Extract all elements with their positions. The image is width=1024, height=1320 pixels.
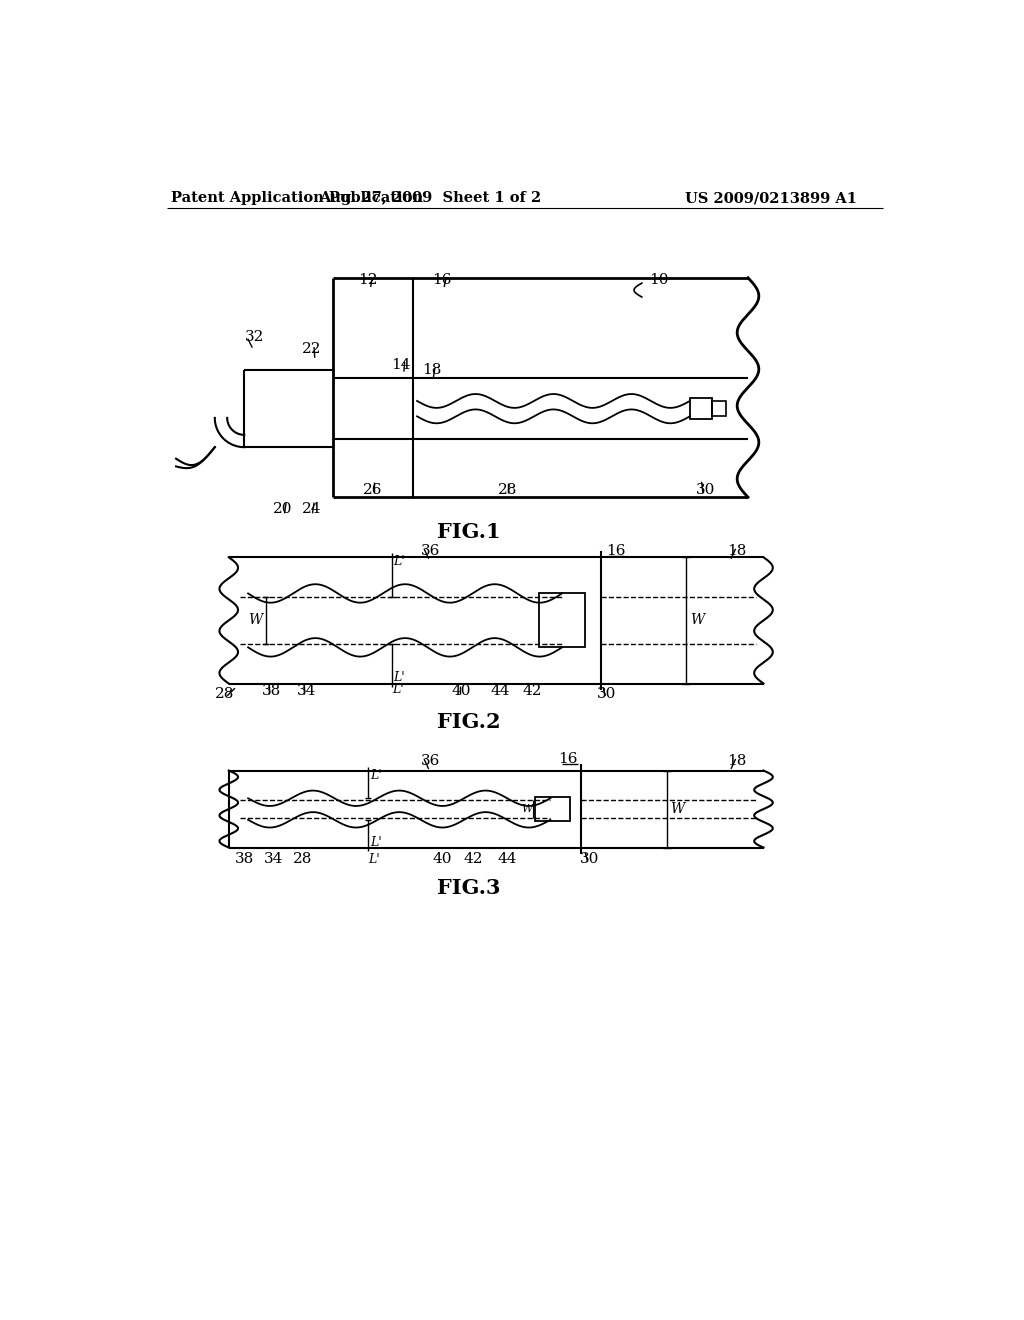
Text: 14: 14 xyxy=(391,358,411,372)
Text: 18: 18 xyxy=(727,544,746,558)
Text: 36: 36 xyxy=(421,544,440,558)
Text: 38: 38 xyxy=(262,684,281,698)
Text: L': L' xyxy=(392,684,403,696)
Text: L': L' xyxy=(393,556,406,569)
Text: L': L' xyxy=(369,853,380,866)
Text: 12: 12 xyxy=(358,273,378,286)
Text: Patent Application Publication: Patent Application Publication xyxy=(171,191,423,206)
Text: 28: 28 xyxy=(215,686,234,701)
Text: W: W xyxy=(248,614,262,627)
Text: US 2009/0213899 A1: US 2009/0213899 A1 xyxy=(685,191,857,206)
Text: 38: 38 xyxy=(234,853,254,866)
Text: L': L' xyxy=(371,837,382,850)
Text: 26: 26 xyxy=(364,483,383,496)
Text: 16: 16 xyxy=(432,273,452,286)
Text: 30: 30 xyxy=(597,686,616,701)
Text: 24: 24 xyxy=(302,502,322,516)
Bar xyxy=(690,397,712,420)
Text: 40: 40 xyxy=(452,684,471,698)
Text: 44: 44 xyxy=(490,684,510,698)
Text: 30: 30 xyxy=(580,853,599,866)
Text: 40: 40 xyxy=(432,853,452,866)
Text: 20: 20 xyxy=(273,502,293,516)
Text: 28: 28 xyxy=(498,483,517,496)
Bar xyxy=(535,797,569,821)
Text: L': L' xyxy=(371,768,382,781)
Text: W: W xyxy=(521,804,532,814)
Text: 32: 32 xyxy=(245,330,264,345)
Bar xyxy=(712,401,726,416)
Text: 28: 28 xyxy=(293,853,312,866)
Text: 30: 30 xyxy=(695,483,715,496)
Text: 36: 36 xyxy=(421,754,440,768)
Text: L': L' xyxy=(393,671,406,684)
Text: Aug. 27, 2009  Sheet 1 of 2: Aug. 27, 2009 Sheet 1 of 2 xyxy=(319,191,542,206)
Text: W: W xyxy=(671,803,685,816)
Text: 22: 22 xyxy=(302,342,322,356)
Text: 16: 16 xyxy=(558,752,578,766)
Text: FIG.2: FIG.2 xyxy=(437,711,501,733)
Text: FIG.3: FIG.3 xyxy=(437,878,501,899)
Text: 18: 18 xyxy=(422,363,441,378)
Text: 18: 18 xyxy=(727,754,746,768)
Text: 34: 34 xyxy=(264,853,284,866)
Text: 10: 10 xyxy=(649,273,669,286)
Text: 44: 44 xyxy=(498,853,517,866)
Text: 16: 16 xyxy=(606,544,626,558)
Text: W: W xyxy=(690,614,703,627)
Text: 42: 42 xyxy=(463,853,482,866)
Text: 34: 34 xyxy=(297,684,316,698)
Text: FIG.1: FIG.1 xyxy=(437,521,501,541)
Text: 42: 42 xyxy=(523,684,543,698)
Bar xyxy=(539,594,586,647)
